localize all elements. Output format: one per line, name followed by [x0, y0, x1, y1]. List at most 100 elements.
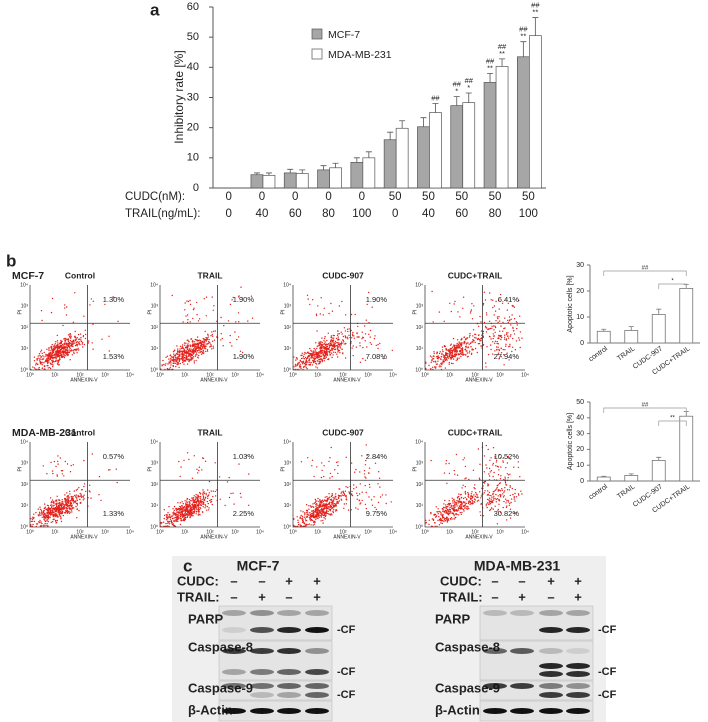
event-dot [348, 493, 351, 495]
event-dot [312, 512, 314, 514]
plot-title: TRAIL [197, 270, 222, 280]
blot-band [250, 708, 274, 714]
event-dot [312, 503, 314, 505]
event-dot [90, 298, 93, 300]
event-dot [197, 357, 199, 359]
event-dot [505, 338, 508, 340]
event-dot [68, 351, 70, 353]
event-dot [445, 463, 447, 465]
event-dot [494, 497, 496, 500]
event-dot [500, 325, 502, 327]
x-axis-label: ANNEXIN-V [70, 534, 98, 540]
event-dot [175, 509, 178, 511]
event-dot [51, 508, 54, 510]
event-dot [167, 522, 169, 525]
event-dot [184, 511, 187, 513]
event-dot [507, 319, 509, 322]
y-axis-label: PI [147, 466, 153, 472]
event-dot [316, 507, 318, 509]
event-dot [482, 302, 485, 305]
event-dot [304, 363, 307, 366]
event-dot [314, 355, 316, 358]
event-dot [491, 325, 493, 327]
event-dot [188, 513, 191, 516]
event-dot [494, 340, 497, 342]
event-dot [69, 511, 71, 513]
event-dot [51, 362, 54, 364]
event-dot [453, 510, 455, 513]
event-dot [39, 354, 41, 357]
event-dot [492, 333, 494, 335]
event-dot [210, 335, 212, 337]
event-dot [331, 494, 333, 496]
event-dot [351, 337, 353, 339]
event-dot [471, 499, 473, 502]
x-tick-label: 10¹ [181, 372, 189, 378]
event-dot [494, 456, 496, 458]
event-dot [462, 307, 464, 309]
event-dot [179, 357, 181, 359]
event-dot [66, 492, 68, 494]
event-dot [181, 515, 184, 517]
event-dot [320, 297, 322, 299]
y-tick-label: 10² [284, 482, 292, 488]
event-dot [212, 335, 214, 337]
event-dot [313, 360, 315, 363]
event-dot [325, 510, 328, 512]
y-tick-label: 10⁴ [150, 282, 158, 288]
y-tick-label: 10¹ [284, 503, 292, 509]
event-dot [52, 472, 54, 475]
event-dot [186, 363, 189, 365]
event-dot [455, 349, 457, 351]
event-dot [475, 493, 478, 495]
event-dot [324, 351, 326, 353]
event-dot [452, 518, 454, 520]
event-dot [188, 354, 190, 356]
event-dot [495, 493, 497, 496]
event-dot [383, 357, 385, 360]
event-dot [301, 521, 304, 523]
plot-title: Control [65, 270, 95, 280]
significance-bracket [658, 283, 687, 289]
event-dot [364, 484, 366, 487]
event-dot [459, 507, 461, 510]
event-dot [356, 498, 358, 500]
event-dot [182, 510, 185, 512]
event-dot [498, 316, 500, 318]
event-dot [189, 344, 191, 346]
event-dot [370, 343, 373, 345]
x-tick-label: 10¹ [314, 372, 322, 378]
event-dot [498, 469, 500, 471]
event-dot [58, 502, 60, 504]
event-dot [91, 342, 93, 344]
event-dot [448, 504, 451, 506]
event-dot [351, 494, 354, 497]
y-tick-label: 10³ [151, 461, 159, 467]
event-dot [314, 349, 317, 351]
event-dot [182, 503, 184, 505]
event-dot [351, 333, 354, 335]
event-dot [92, 348, 94, 350]
event-dot [444, 358, 446, 360]
event-dot [67, 339, 69, 341]
event-dot [55, 347, 57, 349]
event-dot [461, 487, 463, 489]
event-dot [330, 446, 332, 449]
event-dot [489, 459, 491, 461]
event-dot [30, 517, 32, 520]
event-dot [41, 516, 43, 518]
event-dot [508, 346, 510, 348]
plot-axes [29, 285, 130, 371]
y-tick-label: 60 [187, 1, 199, 13]
event-dot [41, 367, 44, 369]
event-dot [212, 309, 214, 311]
event-dot [176, 361, 178, 363]
event-dot [70, 464, 72, 467]
event-dot [79, 492, 81, 495]
event-dot [57, 499, 59, 501]
event-dot [335, 505, 337, 507]
event-dot [374, 462, 377, 464]
event-dot [189, 359, 191, 361]
event-dot [492, 497, 495, 499]
blot-band [539, 692, 563, 698]
